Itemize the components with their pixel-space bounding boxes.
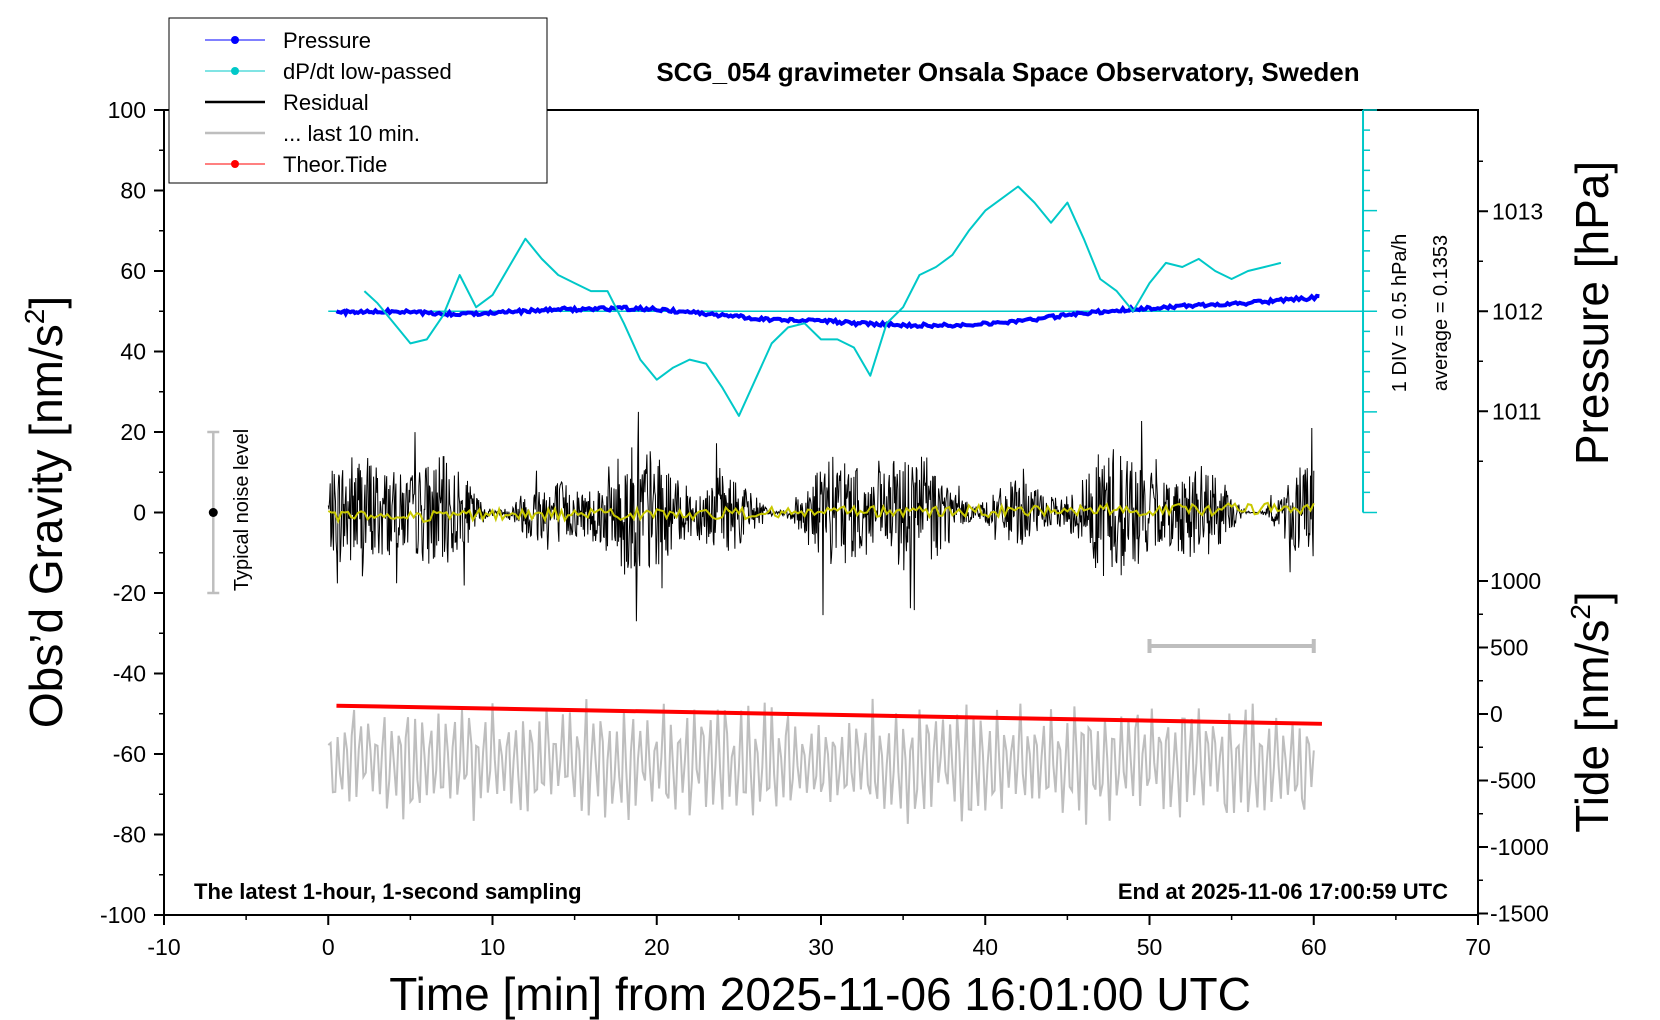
y-tick-label: -40 [113, 661, 146, 687]
y-axis-tide-title-end: ] [1566, 591, 1618, 604]
tide-tick-label: 500 [1490, 635, 1528, 661]
tide-tick-label: -1000 [1490, 834, 1549, 860]
y-axis-gravity: 100 80 60 40 20 0 -20 -40 -60 -80 -100 [100, 97, 164, 928]
y-axis-tide-title-sup: 2 [1565, 604, 1596, 620]
noise-bar-dot [208, 508, 218, 517]
noise-level-label: Typical noise level [231, 429, 253, 591]
y-tick-label: 60 [120, 258, 146, 284]
series-last-10-min [327, 698, 1315, 825]
tide-tick-label: -1500 [1490, 901, 1549, 927]
x-axis: -10 0 10 20 30 40 50 60 70 [147, 915, 1491, 960]
series-dpdt [363, 185, 1282, 417]
y-tick-label: -100 [100, 902, 146, 928]
legend-marker [231, 160, 239, 168]
y-tick-label: -80 [113, 822, 146, 848]
bottom-right-note: End at 2025-11-06 17:00:59 UTC [1118, 879, 1448, 904]
legend-label: Pressure [283, 28, 371, 53]
y-tick-label: 80 [120, 178, 146, 204]
series-residual [327, 411, 1315, 622]
series-layer [327, 185, 1322, 825]
y-axis-tide-title-main: Tide [nm/s [1566, 620, 1618, 833]
y-axis-tide-title: Tide [nm/s2] [1565, 591, 1618, 832]
y-tick-label: -60 [113, 741, 146, 767]
x-axis-title: Time [min] from 2025-11-06 16:01:00 UTC [389, 968, 1251, 1020]
x-tick-label: 0 [322, 934, 335, 960]
x-tick-label: 20 [644, 934, 670, 960]
legend-marker [231, 67, 239, 75]
pressure-tick-label: 1011 [1492, 398, 1541, 424]
legend-label: Theor.Tide [283, 152, 387, 177]
series-residual-smoothed [327, 501, 1315, 525]
average-label: average = 0.1353 [1430, 235, 1452, 391]
x-tick-label: -10 [147, 934, 180, 960]
legend-label: ... last 10 min. [283, 121, 420, 146]
pressure-tick-label: 1012 [1492, 298, 1543, 324]
x-tick-label: 40 [972, 934, 998, 960]
y-tick-label: 0 [133, 500, 146, 526]
y-axis-left-title-main: Obs’d Gravity [nm/s [20, 324, 72, 728]
y-tick-label: 40 [120, 339, 146, 365]
pressure-scale-label: 1 DIV = 0.5 hPa/h [1389, 234, 1411, 392]
y-axis-left-title-end: ] [20, 296, 72, 309]
legend: Pressure dP/dt low-passed Residual ... last… [168, 17, 548, 184]
pressure-tick-label: 1013 [1492, 198, 1543, 224]
tide-tick-label: -500 [1490, 768, 1536, 794]
series-pressure [335, 293, 1320, 330]
x-tick-label: 50 [1137, 934, 1163, 960]
last-10-min-range-bar [1147, 639, 1316, 653]
series-theor-tide [336, 703, 1322, 726]
tide-tick-label: 1000 [1490, 568, 1541, 594]
x-tick-label: 60 [1301, 934, 1327, 960]
y-tick-label: 20 [120, 419, 146, 445]
x-tick-label: 70 [1465, 934, 1491, 960]
y-tick-label: 100 [108, 97, 146, 123]
y-axis-tide: 1000 500 0 -500 -1000 -1500 [1478, 568, 1549, 927]
y-tick-label: -20 [113, 580, 146, 606]
y-axis-left-title: Obs’d Gravity [nm/s2] [19, 296, 72, 728]
y-axis-pressure: 1013 1012 1011 [1478, 160, 1543, 462]
chart-title: SCG_054 gravimeter Onsala Space Observat… [656, 57, 1359, 87]
tide-tick-label: 0 [1490, 701, 1503, 727]
legend-label: dP/dt low-passed [283, 59, 452, 84]
legend-box [168, 17, 548, 184]
x-tick-label: 30 [808, 934, 834, 960]
x-tick-label: 10 [480, 934, 506, 960]
y-axis-pressure-title: Pressure [hPa] [1566, 161, 1618, 465]
y-axis-left-title-sup: 2 [19, 309, 50, 325]
legend-label: Residual [283, 90, 369, 115]
legend-marker [231, 36, 239, 44]
bottom-left-note: The latest 1-hour, 1-second sampling [194, 879, 582, 904]
noise-level-bar [207, 430, 220, 595]
